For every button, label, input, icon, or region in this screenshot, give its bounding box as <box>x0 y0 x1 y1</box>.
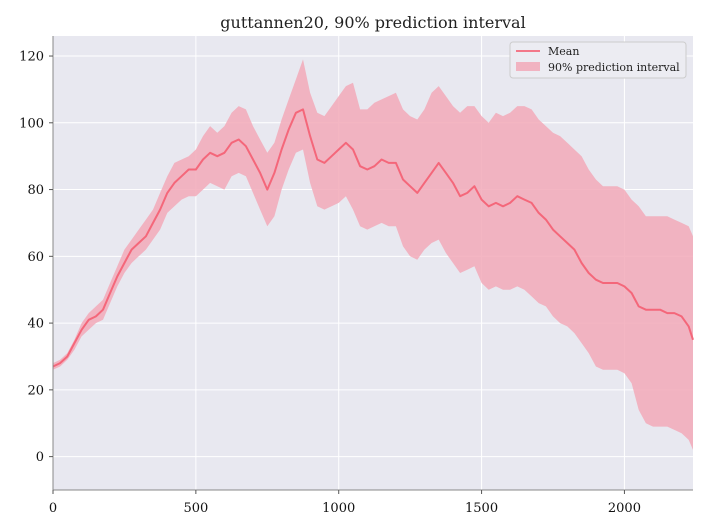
axes <box>52 36 693 491</box>
y-tick-label: 60 <box>27 250 44 265</box>
y-axis-ticks: 0 20 40 60 80 100 120 <box>19 50 53 465</box>
mean-line <box>52 108 694 368</box>
prediction-interval-area <box>53 59 693 450</box>
chart-title: guttannen20, 90% prediction interval <box>220 13 525 32</box>
legend-band-swatch <box>516 62 540 71</box>
x-tick-label: 2000 <box>608 501 641 516</box>
y-tick-label: 40 <box>27 317 44 332</box>
mean-series-line <box>52 108 694 368</box>
x-tick-label: 0 <box>49 501 57 516</box>
y-tick-label: 80 <box>27 183 44 198</box>
x-axis-ticks: 0 500 1000 1500 2000 <box>49 490 641 516</box>
y-tick-label: 120 <box>19 50 44 65</box>
legend-label-interval: 90% prediction interval <box>548 61 680 74</box>
y-tick-label: 20 <box>27 383 44 398</box>
y-tick-label: 100 <box>19 116 44 131</box>
prediction-band <box>53 59 693 450</box>
legend: Mean 90% prediction interval <box>509 41 687 79</box>
legend-box <box>509 41 687 79</box>
legend-label-mean: Mean <box>548 45 579 58</box>
y-tick-label: 0 <box>36 450 44 465</box>
x-tick-label: 1500 <box>465 501 498 516</box>
x-tick-label: 1000 <box>322 501 355 516</box>
x-tick-label: 500 <box>183 501 208 516</box>
